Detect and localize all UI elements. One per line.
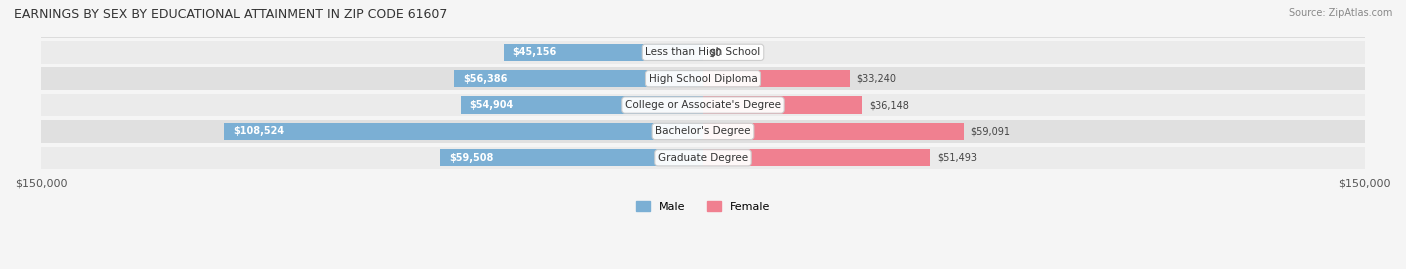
Bar	[440, 149, 703, 166]
Bar	[461, 97, 703, 114]
Bar	[703, 97, 862, 114]
Bar	[224, 123, 703, 140]
Legend: Male, Female: Male, Female	[631, 196, 775, 216]
Bar	[454, 70, 703, 87]
Bar	[41, 120, 1365, 143]
Text: College or Associate's Degree: College or Associate's Degree	[626, 100, 780, 110]
Text: Source: ZipAtlas.com: Source: ZipAtlas.com	[1288, 8, 1392, 18]
Text: $45,156: $45,156	[513, 47, 557, 57]
Text: $56,386: $56,386	[463, 74, 508, 84]
Bar	[41, 68, 1365, 90]
Bar	[41, 147, 1365, 169]
Bar	[703, 123, 963, 140]
Bar	[41, 41, 1365, 63]
Text: EARNINGS BY SEX BY EDUCATIONAL ATTAINMENT IN ZIP CODE 61607: EARNINGS BY SEX BY EDUCATIONAL ATTAINMEN…	[14, 8, 447, 21]
Text: $0: $0	[710, 47, 721, 57]
Bar	[41, 94, 1365, 116]
Text: $36,148: $36,148	[869, 100, 908, 110]
Text: Graduate Degree: Graduate Degree	[658, 153, 748, 163]
Bar	[703, 70, 849, 87]
Text: $33,240: $33,240	[856, 74, 896, 84]
Bar	[503, 44, 703, 61]
Bar	[703, 149, 931, 166]
Text: Less than High School: Less than High School	[645, 47, 761, 57]
Text: High School Diploma: High School Diploma	[648, 74, 758, 84]
Text: $59,508: $59,508	[450, 153, 494, 163]
Text: Bachelor's Degree: Bachelor's Degree	[655, 126, 751, 136]
Text: $59,091: $59,091	[970, 126, 1011, 136]
Text: $108,524: $108,524	[233, 126, 284, 136]
Text: $51,493: $51,493	[936, 153, 977, 163]
Text: $54,904: $54,904	[470, 100, 513, 110]
